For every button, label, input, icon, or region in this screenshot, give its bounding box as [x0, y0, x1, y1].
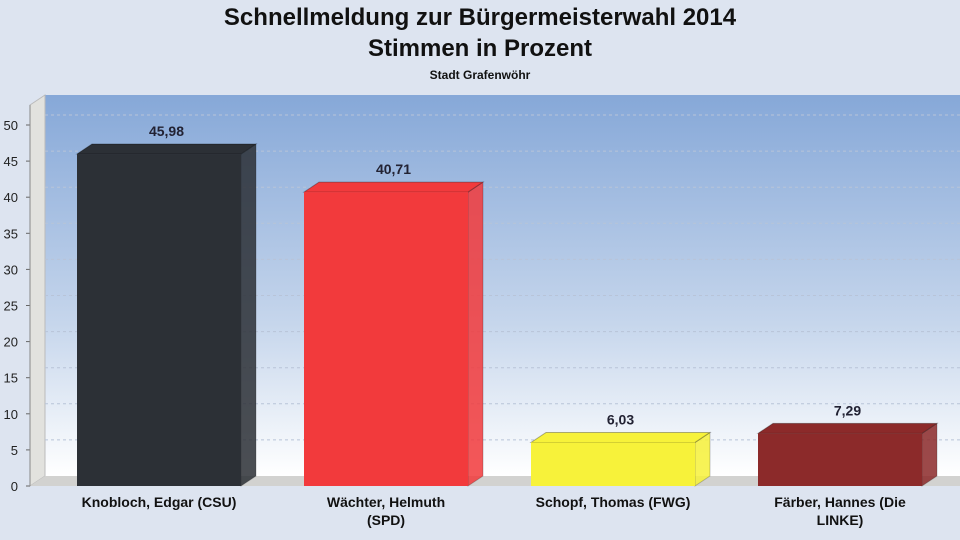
y-tick-label: 30 — [4, 262, 18, 277]
y-tick-label: 40 — [4, 190, 18, 205]
plot-floor — [30, 476, 960, 486]
category-label: Knobloch, Edgar (CSU) — [82, 494, 237, 510]
chart-subtitle: Stimmen in Prozent — [367, 35, 593, 62]
data-label: 40,71 — [376, 161, 411, 177]
bar-top — [529, 431, 712, 443]
y-tick-label: 0 — [11, 479, 18, 494]
y-tick-label: 45 — [4, 154, 18, 169]
y-tick-label: 50 — [4, 118, 18, 133]
y-tick-label: 5 — [11, 443, 18, 458]
bar — [304, 192, 468, 487]
chart-location: Stadt Grafenwöhr — [429, 68, 531, 82]
y-tick-label: 35 — [4, 226, 18, 241]
bar-top — [75, 143, 258, 155]
category-label: Färber, Hannes (Die LINKE) — [774, 494, 906, 528]
plot-left-wall — [29, 94, 46, 487]
bar — [758, 433, 922, 486]
bar — [77, 154, 241, 486]
category-label: Wächter, Helmuth (SPD) — [327, 494, 445, 528]
y-tick-label: 10 — [4, 407, 18, 422]
bar-top — [756, 422, 939, 434]
bar — [531, 442, 695, 486]
data-label: 45,98 — [149, 123, 184, 139]
bar-side — [240, 143, 257, 487]
chart-title: Schnellmeldung zur Bürgermeisterwahl 201… — [223, 4, 737, 31]
bar-side — [921, 422, 938, 487]
category-label: Schopf, Thomas (FWG) — [536, 494, 691, 510]
data-label: 7,29 — [834, 402, 861, 418]
bar-top — [302, 181, 485, 193]
y-tick-label: 25 — [4, 299, 18, 314]
y-tick-label: 15 — [4, 371, 18, 386]
data-label: 6,03 — [607, 411, 634, 427]
bar-side — [467, 181, 484, 487]
y-tick-label: 20 — [4, 335, 18, 350]
